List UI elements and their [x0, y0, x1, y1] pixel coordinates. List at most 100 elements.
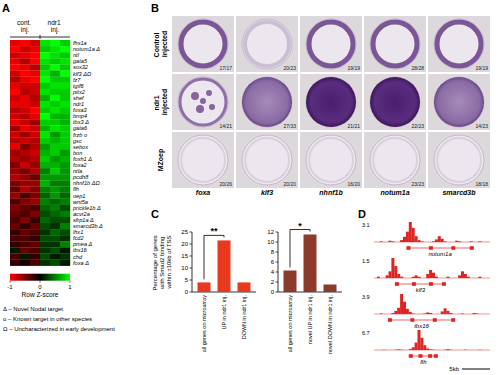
heatmap-cell	[20, 40, 30, 46]
heatmap-cell	[40, 260, 50, 266]
heatmap-cell	[50, 199, 60, 205]
heatmap-cell	[10, 40, 20, 46]
heatmap-cell	[10, 229, 20, 235]
heatmap-cell	[10, 168, 20, 174]
count-label: 22/23	[411, 123, 424, 129]
y-tick	[190, 232, 193, 233]
colorbar-tick	[40, 281, 41, 283]
significance-bracket	[204, 235, 224, 279]
heatmap-cell	[30, 174, 40, 180]
heatmap-cell	[10, 89, 20, 95]
y-tick-label: 10	[267, 239, 274, 245]
heatmap-cell	[60, 260, 70, 266]
heatmap-cell	[20, 241, 30, 247]
row-label: flh	[73, 186, 79, 192]
row-label: wnt5a	[73, 199, 88, 205]
legend-note: ο – Known target in other species	[3, 316, 92, 322]
count-label: 20/26	[219, 181, 232, 187]
y-tick	[276, 232, 279, 233]
heatmap-cell	[40, 119, 50, 125]
embryo	[306, 77, 356, 127]
signal-bar	[418, 240, 421, 242]
heatmap-cell	[40, 101, 50, 107]
exon	[451, 318, 455, 322]
heatmap-cell	[20, 77, 30, 83]
track-baseline	[374, 314, 490, 315]
heatmap-cell	[20, 223, 30, 229]
heatmap-cell	[60, 174, 70, 180]
image-frame	[428, 132, 490, 188]
y-tick	[190, 292, 193, 293]
heatmap-cell	[50, 71, 60, 77]
heatmap-cell	[20, 138, 30, 144]
heatmap-cell	[60, 89, 70, 95]
exon	[428, 354, 432, 358]
y-tick-label: 10	[181, 265, 188, 271]
row-label: pitx2	[72, 89, 86, 95]
heatmap-cell	[10, 58, 20, 64]
signal-bar	[400, 240, 403, 242]
heatmap-cell	[10, 156, 20, 162]
heatmap-cell	[20, 95, 30, 101]
stain	[181, 22, 225, 66]
heatmap-cell	[50, 193, 60, 199]
heatmap-cell	[40, 241, 50, 247]
heatmap-cell	[10, 95, 20, 101]
heatmap-cell	[20, 260, 30, 266]
heatmap-cell	[10, 46, 20, 52]
signal-bar	[403, 237, 406, 242]
stain	[200, 98, 206, 104]
heatmap-cell	[30, 186, 40, 192]
heatmap-cell	[50, 217, 60, 223]
stain	[309, 138, 353, 182]
signal-bar	[441, 239, 444, 242]
colorbar-title: Row Z-score	[22, 291, 59, 298]
heatmap-cell	[20, 193, 30, 199]
embryo	[178, 19, 228, 69]
heatmap-cell	[40, 132, 50, 138]
heatmap-cell	[50, 46, 60, 52]
track-max-label: 3.9	[362, 294, 370, 300]
panel-letter: B	[151, 2, 159, 14]
heatmap-cell	[60, 205, 70, 211]
row-label: tgif6	[73, 83, 84, 89]
heatmap-cell	[30, 125, 40, 131]
row-label: chd	[73, 254, 83, 260]
heatmap-cell	[50, 83, 60, 89]
signal-bar	[429, 270, 432, 278]
heatmap-cell	[40, 95, 50, 101]
heatmap-cell	[40, 223, 50, 229]
heatmap-cell	[40, 217, 50, 223]
heatmap-cell	[40, 138, 50, 144]
heatmap-cell	[50, 150, 60, 156]
signal-bar	[394, 311, 397, 314]
y-tick	[190, 268, 193, 269]
count-label: 20/20	[283, 181, 296, 187]
scale-bar-label: 5kb	[449, 366, 459, 372]
figure: Acont. inj.ndr1 inj.fhx1anotum1a Δntlgat…	[0, 0, 500, 375]
exon	[442, 282, 446, 286]
row-label: MZoep	[157, 149, 165, 172]
heatmap-cell	[30, 119, 40, 125]
stain	[245, 138, 289, 182]
heatmap-cell	[30, 107, 40, 113]
heatmap-cell	[50, 186, 60, 192]
row-label-group: MZoep	[157, 149, 165, 172]
embryo	[242, 19, 292, 69]
row-label: tbx16	[73, 247, 88, 253]
heatmap-cell	[50, 58, 60, 64]
bar	[284, 271, 297, 293]
signal-bar	[420, 338, 423, 350]
signal-bar	[412, 228, 415, 242]
heatmap-cell	[50, 119, 60, 125]
row-label: oep1	[73, 193, 85, 199]
heatmap-cell	[40, 125, 50, 131]
track-signal	[377, 258, 482, 278]
heatmap-cell	[30, 229, 40, 235]
heatmap-cell	[30, 241, 40, 247]
y-tick-label: 4	[271, 269, 275, 275]
heatmap-cell	[10, 71, 20, 77]
row-label: fcd2	[73, 235, 84, 241]
heatmap-cell	[50, 40, 60, 46]
heatmap-cell	[60, 247, 70, 253]
